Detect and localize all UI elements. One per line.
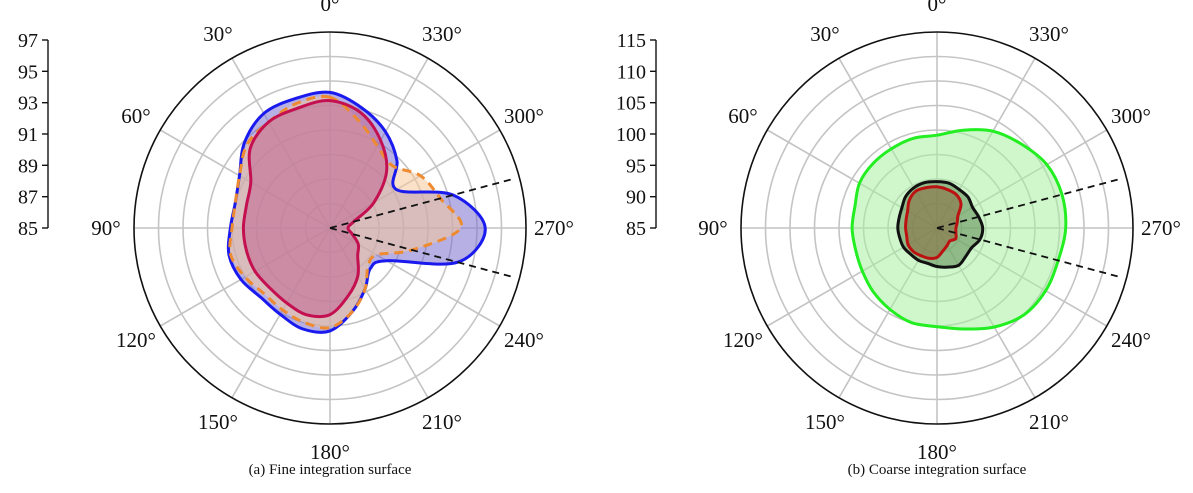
reference-line: [329, 178, 512, 229]
radial-tick-label: 100: [616, 124, 646, 146]
angle-tick-label: 30°: [203, 22, 232, 46]
outer-ring: [133, 31, 527, 425]
angle-tick-label: 60°: [121, 104, 150, 128]
angle-tick-label: 150°: [198, 410, 238, 434]
angle-tick-label: 180°: [310, 440, 350, 464]
angle-tick-label: 120°: [116, 328, 156, 352]
radial-tick-label: 91: [18, 124, 38, 146]
series-line-2: [896, 180, 985, 269]
reference-line: [936, 227, 1119, 278]
radial-tick-label: 110: [617, 61, 646, 83]
angle-tick-label: 300°: [504, 104, 544, 128]
radial-tick-label: 95: [18, 61, 38, 83]
polar-chart-coarse: 0° 30° 60° 90° 120° 150° 180° 210° 240° 270° 300° 3…: [616, 0, 1181, 478]
angle-tick-label: 330°: [1029, 22, 1069, 46]
radial-tick-label: 105: [616, 93, 646, 115]
radial-tick-label: 85: [626, 218, 646, 240]
angle-tick-label: 90°: [698, 216, 727, 240]
polar-chart-fine: 0° 30° 60° 90° 120° 150° 180° 210° 240° 270° 300° 3…: [18, 0, 574, 478]
radial-tick-label: 95: [626, 155, 646, 177]
radial-tick-label: 115: [617, 30, 646, 52]
angle-tick-label: 90°: [91, 216, 120, 240]
angle-tick-label: 30°: [810, 22, 839, 46]
series-line-1: [850, 128, 1068, 331]
angle-tick-label: 270°: [534, 216, 574, 240]
angle-tick-label: 0°: [928, 0, 947, 16]
radial-tick-label: 89: [18, 155, 38, 177]
angle-tick-label: 210°: [422, 410, 462, 434]
chart-caption: (a) Fine integration surface: [249, 462, 412, 478]
chart-caption: (b) Coarse integration surface: [848, 462, 1027, 478]
angle-tick-label: 240°: [1111, 328, 1151, 352]
series-line-3: [241, 99, 389, 319]
radial-tick-label: 85: [18, 218, 38, 240]
radial-tick-label: 97: [18, 30, 38, 52]
radial-tick-label: 87: [18, 187, 38, 209]
series-line-3: [904, 185, 963, 260]
series-area-3: [243, 100, 387, 317]
angle-tick-label: 180°: [917, 440, 957, 464]
series-line-2: [228, 94, 463, 330]
reference-line: [936, 178, 1119, 229]
angle-tick-label: 330°: [422, 22, 462, 46]
outer-ring: [740, 31, 1134, 425]
angle-tick-label: 0°: [321, 0, 340, 16]
angle-tick-label: 60°: [728, 104, 757, 128]
reference-line: [329, 227, 512, 278]
angle-tick-label: 270°: [1141, 216, 1181, 240]
series-area-3: [905, 186, 962, 259]
angle-tick-label: 120°: [723, 328, 763, 352]
radial-tick-label: 93: [18, 93, 38, 115]
series-line-1: [226, 90, 487, 334]
angle-tick-label: 150°: [805, 410, 845, 434]
angle-tick-label: 210°: [1029, 410, 1069, 434]
angle-tick-label: 240°: [504, 328, 544, 352]
angle-tick-label: 300°: [1111, 104, 1151, 128]
radial-tick-label: 90: [626, 187, 646, 209]
